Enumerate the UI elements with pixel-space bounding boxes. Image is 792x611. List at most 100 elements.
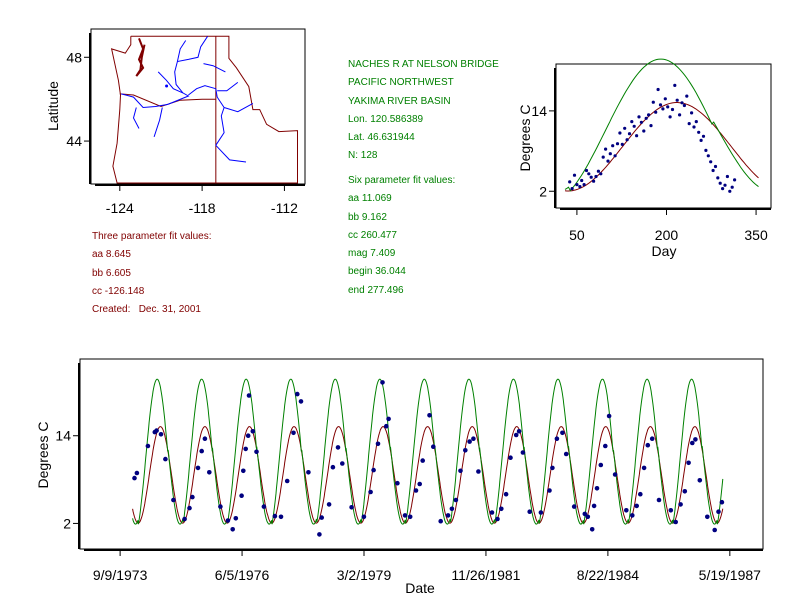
timeseries-data-point bbox=[145, 443, 151, 449]
timeseries-data-point bbox=[603, 443, 608, 449]
three-param-heading: Three parameter fit values: bbox=[92, 231, 212, 242]
day-data-point bbox=[601, 155, 605, 159]
map-y-tick-label: 48 bbox=[66, 49, 82, 65]
timeseries-x-tick-label: 8/22/1984 bbox=[577, 567, 639, 583]
timeseries-data-point bbox=[634, 503, 639, 509]
day-data-points bbox=[568, 83, 737, 193]
timeseries-data-point bbox=[239, 493, 244, 499]
six-param-block: Six parameter fit values: aa 11.069 bb 9… bbox=[348, 172, 455, 300]
day-y-tick-label: 14 bbox=[531, 103, 547, 119]
day-data-point bbox=[587, 172, 591, 176]
timeseries-data-point bbox=[476, 469, 481, 474]
timeseries-y-axis-label: Degrees C bbox=[35, 422, 51, 489]
timeseries-data-point bbox=[278, 514, 284, 520]
timeseries-data-point bbox=[250, 429, 256, 434]
six-param-mag: mag 7.409 bbox=[348, 248, 396, 260]
day-data-point bbox=[637, 115, 641, 119]
six-param-cc: cc 260.477 bbox=[348, 229, 397, 241]
site-marker bbox=[165, 84, 169, 88]
day-data-point bbox=[630, 120, 634, 124]
timeseries-data-point bbox=[712, 527, 717, 533]
timeseries-data-point bbox=[254, 449, 259, 455]
day-axis-ticks: 50 200 350 2 14 bbox=[531, 103, 768, 243]
timeseries-x-tick-label: 6/5/1976 bbox=[215, 567, 270, 583]
day-data-point bbox=[625, 138, 629, 142]
river-line bbox=[215, 107, 225, 146]
day-data-point bbox=[589, 175, 593, 179]
three-param-bb: bb 6.605 bbox=[92, 267, 131, 279]
day-data-point bbox=[632, 124, 636, 128]
day-x-tick-label: 200 bbox=[655, 227, 679, 243]
river-line bbox=[157, 71, 184, 94]
map-x-tick-label: -124 bbox=[106, 200, 134, 216]
day-data-point bbox=[615, 142, 620, 146]
map-y-axis-label: Latitude bbox=[45, 81, 61, 131]
timeseries-data-point bbox=[427, 413, 432, 418]
day-data-point bbox=[716, 176, 720, 180]
timeseries-data-point bbox=[272, 513, 278, 519]
timeseries-data-point bbox=[606, 413, 612, 419]
timeseries-data-point bbox=[295, 391, 300, 397]
timeseries-fit-six-param bbox=[132, 378, 724, 525]
timeseries-data-point bbox=[624, 508, 629, 513]
day-x-tick-label: 350 bbox=[744, 227, 768, 243]
day-data-point bbox=[706, 154, 710, 158]
timeseries-temperature-chart: 9/9/1973 6/5/1976 3/2/1979 11/26/1981 8/22/1… bbox=[35, 358, 764, 596]
day-data-point bbox=[594, 174, 598, 179]
day-data-point bbox=[690, 111, 694, 115]
day-data-point bbox=[658, 103, 663, 107]
timeseries-data-point bbox=[431, 444, 436, 450]
timeseries-data-point bbox=[291, 430, 296, 436]
basin-name: YAKIMA RIVER BASIN bbox=[348, 95, 451, 107]
day-data-point bbox=[649, 124, 653, 128]
timeseries-data-point bbox=[349, 505, 354, 510]
timeseries-data-point bbox=[413, 488, 419, 493]
timeseries-data-point bbox=[371, 467, 376, 473]
timeseries-data-point bbox=[445, 513, 451, 518]
timeseries-x-axis-label: Date bbox=[405, 580, 435, 596]
longitude-value: Lon. 120.586389 bbox=[348, 113, 424, 125]
day-data-point bbox=[582, 183, 586, 187]
day-data-point bbox=[685, 94, 689, 98]
timeseries-data-point bbox=[326, 502, 332, 507]
day-data-point bbox=[668, 115, 672, 119]
timeseries-data-point bbox=[690, 440, 695, 446]
timeseries-data-point bbox=[182, 516, 187, 522]
timeseries-data-point bbox=[560, 430, 565, 436]
river-line bbox=[153, 107, 163, 138]
timeseries-axis-ticks: 9/9/1973 6/5/1976 3/2/1979 11/26/1981 8/22/1… bbox=[55, 428, 761, 583]
timeseries-data-point bbox=[638, 491, 643, 497]
timeseries-data-point bbox=[719, 499, 725, 505]
day-data-point bbox=[599, 172, 603, 176]
three-param-aa: aa 8.645 bbox=[92, 249, 131, 261]
timeseries-data-point bbox=[298, 399, 304, 404]
timeseries-x-tick-label: 3/2/1979 bbox=[337, 567, 392, 583]
timeseries-data-point bbox=[550, 465, 555, 471]
six-param-end: end 277.496 bbox=[348, 284, 404, 296]
day-data-point bbox=[568, 180, 572, 184]
river-line bbox=[217, 82, 239, 92]
day-data-point bbox=[661, 107, 665, 111]
day-fit-six-param bbox=[564, 58, 759, 192]
three-param-cc: cc -126.148 bbox=[92, 285, 145, 297]
day-y-axis-label: Degrees C bbox=[517, 105, 533, 172]
day-data-point bbox=[675, 98, 679, 102]
timeseries-data-point bbox=[402, 513, 408, 518]
timeseries-data-point bbox=[582, 511, 588, 517]
day-data-point bbox=[678, 113, 682, 117]
timeseries-data-point bbox=[306, 470, 311, 475]
site-info-block: NACHES R AT NELSON BRIDGE PACIFIC NORTHW… bbox=[348, 56, 499, 166]
timeseries-data-point bbox=[463, 448, 468, 453]
timeseries-data-point bbox=[563, 451, 569, 457]
timeseries-data-point bbox=[716, 509, 721, 514]
day-data-point bbox=[635, 134, 639, 138]
day-data-point bbox=[663, 97, 667, 101]
day-data-point bbox=[728, 189, 732, 193]
timeseries-data-point bbox=[591, 503, 597, 509]
timeseries-data-point bbox=[171, 497, 176, 503]
timeseries-data-point bbox=[384, 423, 389, 429]
timeseries-fit-curves bbox=[132, 378, 724, 525]
day-data-point bbox=[592, 179, 596, 183]
day-x-axis-label: Day bbox=[652, 243, 677, 259]
day-data-point bbox=[604, 147, 608, 151]
